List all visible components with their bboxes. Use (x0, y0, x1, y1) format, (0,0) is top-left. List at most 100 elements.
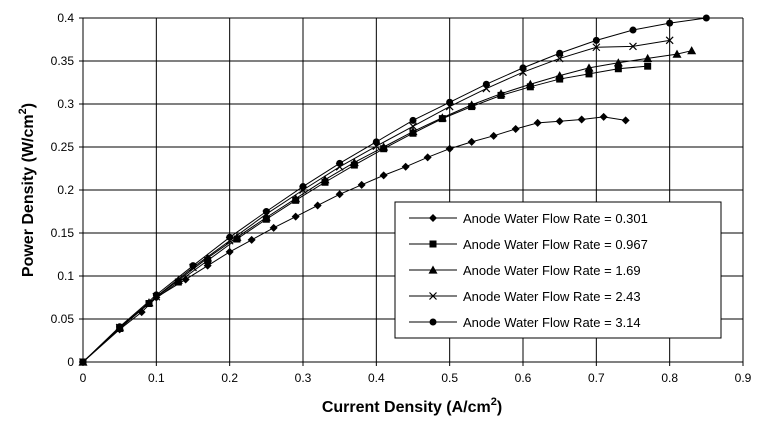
data-point (672, 49, 682, 58)
y-axis-title-end: ) (20, 103, 37, 108)
legend-marker (429, 292, 437, 300)
data-point (320, 175, 330, 184)
data-point (519, 64, 527, 72)
data-point (79, 358, 87, 366)
series-line (82, 17, 707, 363)
data-point (592, 43, 601, 52)
data-point (489, 131, 498, 140)
x-axis-title-superscript: 2 (491, 396, 497, 408)
data-point (357, 180, 366, 189)
data-point (643, 53, 653, 63)
y-axis-title-superscript: 2 (17, 108, 29, 114)
y-axis-title-main: Power Density (W/cm (20, 114, 37, 277)
legend-entry: Anode Water Flow Rate = 1.69 (409, 263, 641, 278)
data-point (644, 62, 652, 70)
x-tick-label: 0.1 (148, 371, 165, 385)
data-point (437, 113, 447, 122)
data-point (614, 65, 622, 73)
data-point (511, 124, 520, 133)
data-point (335, 190, 344, 199)
data-point (203, 253, 213, 262)
data-point (291, 194, 301, 203)
y-tick-label: 0.25 (51, 140, 75, 154)
data-point (555, 54, 564, 63)
data-point (262, 208, 270, 215)
legend-label: Anode Water Flow Rate = 2.43 (463, 289, 641, 304)
data-point (467, 100, 477, 109)
data-point (401, 162, 410, 171)
y-tick-label: 0.2 (57, 183, 74, 197)
data-point (702, 14, 710, 22)
data-point (313, 201, 322, 210)
data-point (152, 291, 160, 299)
data-point (556, 49, 564, 57)
data-point (189, 262, 197, 270)
y-tick-label: 0.3 (57, 97, 74, 111)
data-point (116, 323, 124, 331)
y-tick-label: 0 (67, 355, 74, 369)
data-point (555, 71, 565, 80)
data-point (533, 118, 542, 127)
x-tick-label: 0.7 (588, 371, 605, 385)
data-point (225, 247, 234, 256)
data-series (78, 14, 710, 366)
data-point (408, 127, 418, 136)
data-point (629, 42, 637, 51)
data-point (247, 235, 256, 244)
x-tick-label: 0.9 (735, 371, 752, 385)
data-point (599, 112, 608, 121)
x-tick-label: 0.2 (221, 371, 238, 385)
legend-entry: Anode Water Flow Rate = 2.43 (409, 289, 641, 304)
data-point (665, 36, 674, 45)
legend-marker (429, 318, 437, 326)
data-point (269, 223, 278, 232)
y-tick-label: 0.35 (51, 54, 75, 68)
data-point (291, 212, 300, 221)
x-tick-label: 0.5 (441, 371, 458, 385)
x-axis-title: Current Density (A/cm2) (322, 396, 502, 416)
data-point (181, 275, 190, 284)
data-point (379, 171, 388, 180)
data-point (613, 58, 623, 67)
series-5 (79, 14, 710, 366)
data-point (482, 80, 490, 88)
y-tick-label: 0.05 (51, 312, 75, 326)
x-tick-label: 0.3 (295, 371, 312, 385)
y-tick-label: 0.15 (51, 226, 75, 240)
data-point (423, 153, 432, 162)
data-point (577, 115, 586, 124)
data-point (299, 183, 307, 191)
legend-marker (429, 240, 437, 248)
data-point (379, 142, 389, 151)
legend-marker (429, 214, 437, 222)
data-point (467, 137, 476, 146)
x-tick-label: 0 (80, 371, 87, 385)
data-point (687, 46, 697, 55)
x-tick-label: 0.4 (368, 371, 385, 385)
data-point (409, 122, 417, 131)
x-axis-title-main: Current Density (A/cm (322, 399, 491, 416)
data-point (261, 213, 271, 222)
legend-label: Anode Water Flow Rate = 0.301 (463, 211, 648, 226)
data-point (372, 138, 380, 146)
data-point (621, 116, 630, 125)
x-tick-label: 0.6 (515, 371, 532, 385)
data-point (232, 232, 242, 241)
data-point (496, 89, 506, 98)
legend-label: Anode Water Flow Rate = 1.69 (463, 263, 641, 278)
data-point (336, 159, 344, 167)
data-point (584, 63, 594, 72)
legend-label: Anode Water Flow Rate = 0.967 (463, 237, 648, 252)
y-tick-labels: 0 0.05 0.1 0.15 0.2 0.25 0.3 0.35 0.4 (51, 11, 75, 369)
data-point (592, 36, 600, 44)
data-point (446, 98, 454, 106)
data-point (173, 275, 183, 284)
series-line (82, 65, 648, 363)
data-point (445, 144, 454, 153)
data-point (555, 117, 564, 126)
legend: Anode Water Flow Rate = 0.301 Anode Water… (394, 201, 722, 339)
legend-entry: Anode Water Flow Rate = 0.967 (409, 237, 648, 252)
legend-marker (428, 265, 438, 274)
data-point (226, 233, 234, 241)
legend-label: Anode Water Flow Rate = 3.14 (463, 315, 641, 330)
